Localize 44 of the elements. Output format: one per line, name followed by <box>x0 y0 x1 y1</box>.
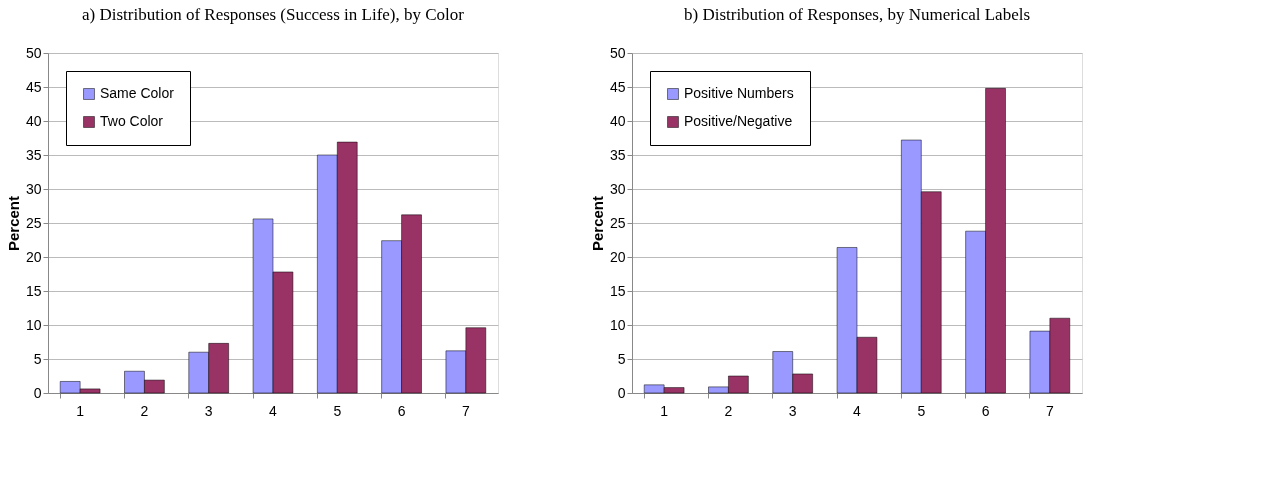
y-tick-label: 40 <box>25 112 42 129</box>
y-tick-label: 5 <box>617 350 626 367</box>
y-tick-label: 50 <box>25 44 42 61</box>
y-tick-label: 5 <box>33 350 42 367</box>
y-tick-label: 45 <box>609 78 626 95</box>
x-tick-label: 1 <box>660 402 669 419</box>
y-tick-label: 40 <box>609 112 626 129</box>
x-tick-label: 1 <box>76 402 85 419</box>
x-tick-label: 3 <box>204 402 213 419</box>
legend-label: Positive/Negative <box>684 113 793 129</box>
y-tick-label: 15 <box>609 282 626 299</box>
x-tick-label: 4 <box>853 402 862 419</box>
y-tick-label: 20 <box>25 248 42 265</box>
x-tick-label: 2 <box>140 402 149 419</box>
y-axis-title: Percent <box>588 195 606 252</box>
x-tick-label: 7 <box>461 402 470 419</box>
y-axis-title: Percent <box>4 195 22 252</box>
x-tick-label: 4 <box>269 402 278 419</box>
x-tick-label: 6 <box>981 402 990 419</box>
x-tick-label: 5 <box>917 402 926 419</box>
y-tick-label: 50 <box>609 44 626 61</box>
y-tick-label: 30 <box>609 180 626 197</box>
x-tick-label: 7 <box>1045 402 1054 419</box>
chart-title: a) Distribution of Responses (Success in Life), by Color <box>82 5 465 24</box>
y-tick-label: 35 <box>25 146 42 163</box>
legend-label: Two Color <box>100 113 164 129</box>
legend-label: Positive Numbers <box>684 85 794 101</box>
y-tick-label: 20 <box>609 248 626 265</box>
x-tick-label: 2 <box>724 402 733 419</box>
x-tick-label: 6 <box>397 402 406 419</box>
y-tick-label: 10 <box>25 316 42 333</box>
legend-label: Same Color <box>100 85 175 101</box>
y-tick-label: 30 <box>25 180 42 197</box>
y-tick-label: 0 <box>617 384 626 401</box>
y-tick-label: 25 <box>25 214 42 231</box>
y-tick-label: 15 <box>25 282 42 299</box>
x-tick-label: 5 <box>333 402 342 419</box>
y-tick-label: 25 <box>609 214 626 231</box>
y-tick-label: 10 <box>609 316 626 333</box>
y-tick-label: 0 <box>33 384 42 401</box>
y-tick-label: 35 <box>609 146 626 163</box>
chart-title: b) Distribution of Responses, by Numerical Labels <box>683 5 1031 24</box>
x-tick-label: 3 <box>788 402 797 419</box>
y-tick-label: 45 <box>25 78 42 95</box>
